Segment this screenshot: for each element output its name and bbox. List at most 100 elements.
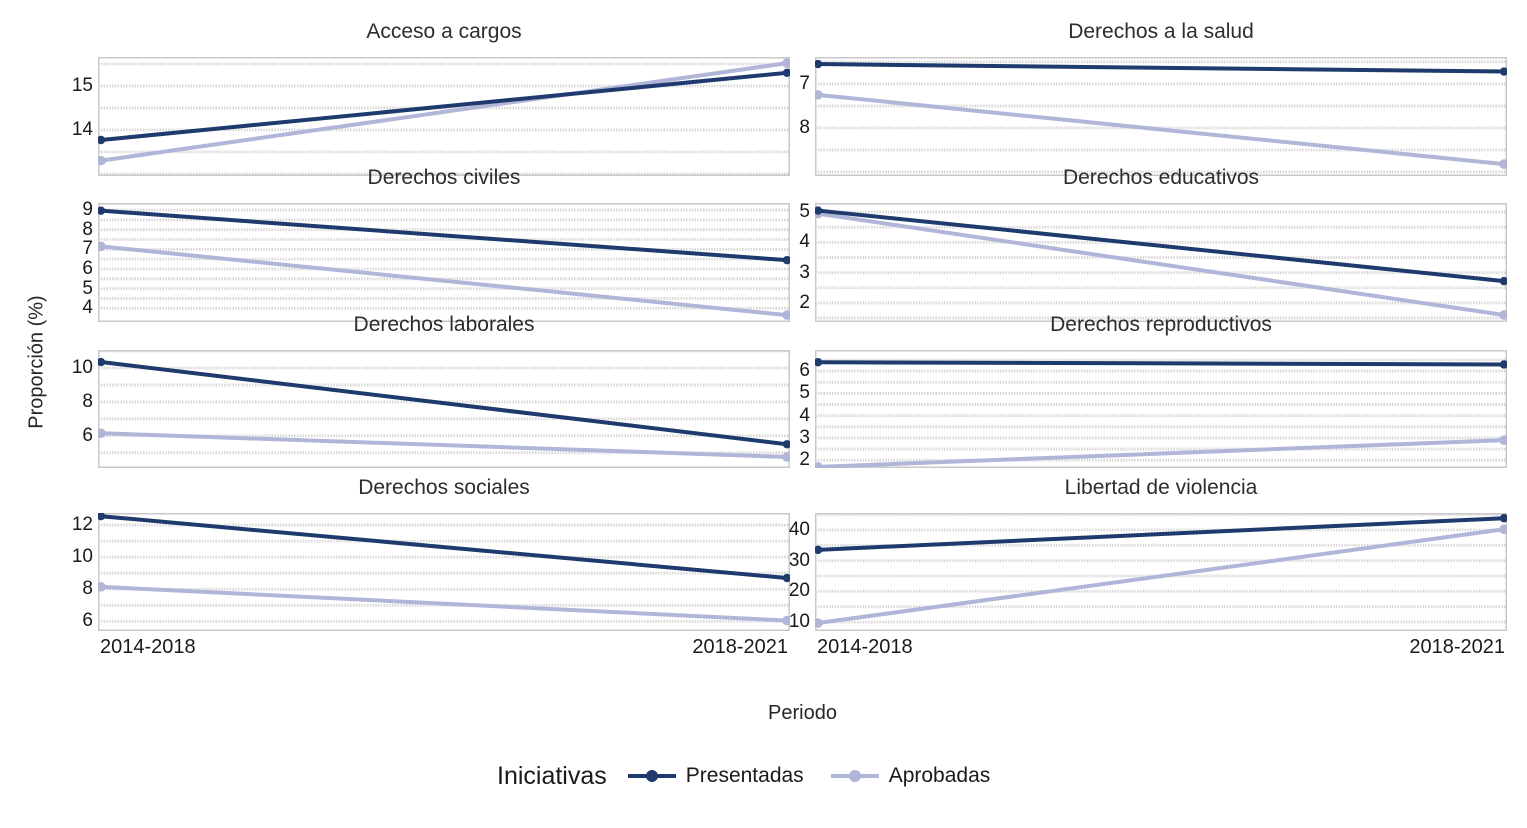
data-point (815, 90, 823, 100)
data-point (782, 58, 790, 68)
data-point (782, 440, 790, 449)
y-tick-label: 20 (788, 580, 810, 602)
y-tick-label: 8 (82, 218, 93, 240)
y-tick-label: 5 (82, 277, 93, 299)
data-point (98, 582, 106, 592)
data-point (815, 59, 823, 69)
facet-panel-acceso-a-cargos (98, 57, 790, 176)
data-point (1499, 435, 1507, 445)
data-point (815, 206, 823, 215)
y-tick-label: 6 (799, 360, 810, 382)
y-tick-label: 8 (799, 116, 810, 138)
data-point (1499, 276, 1507, 286)
facet-panel-libertad-de-violencia (815, 513, 1507, 631)
series-aprobadas (815, 90, 1507, 169)
legend-item-presentadas: Presentadas (627, 764, 804, 788)
facet-panel-derechos-sociales (98, 513, 790, 631)
legend-label-aprobadas: Aprobadas (888, 764, 991, 787)
data-point (815, 618, 823, 628)
data-point (1499, 514, 1507, 523)
data-point (782, 310, 790, 320)
panel-title: Derechos educativos (1062, 166, 1260, 189)
y-tick-label: 9 (82, 199, 93, 221)
panel-title: Libertad de violencia (1064, 476, 1258, 499)
x-tick-label: 2014-2018 (100, 636, 196, 658)
data-point (1499, 67, 1507, 76)
x-axis-label: Periodo (768, 702, 837, 724)
data-point (98, 135, 106, 145)
y-tick-label: 4 (82, 297, 93, 319)
y-tick-label: 5 (799, 382, 810, 404)
y-tick-label: 12 (71, 514, 93, 536)
series-presentadas (815, 59, 1507, 76)
data-point (1499, 524, 1507, 535)
panel-border (815, 350, 1507, 468)
panel-border (98, 350, 790, 468)
legend: Iniciativas Presentadas Aprobadas (497, 757, 1016, 795)
facet-panel-derechos-reproductivos (815, 350, 1507, 468)
data-point (98, 241, 106, 252)
data-point (815, 462, 823, 468)
panel-border (815, 203, 1507, 322)
y-tick-label: 2 (799, 291, 810, 313)
series-aprobadas (98, 428, 790, 462)
panel-border (98, 513, 790, 631)
gridlines (815, 358, 1507, 462)
panel-title: Derechos sociales (358, 476, 530, 499)
panel-border (815, 513, 1507, 631)
data-point (782, 452, 790, 462)
series-presentadas (98, 68, 790, 145)
y-tick-label: 10 (788, 611, 810, 633)
y-tick-label: 4 (799, 231, 810, 253)
legend-title: Iniciativas (497, 761, 607, 790)
y-tick-label: 6 (82, 610, 93, 632)
data-point (782, 573, 790, 583)
legend-marker-aprobadas-icon (830, 770, 879, 782)
panel-border (815, 57, 1507, 176)
y-tick-label: 6 (82, 257, 93, 279)
gridlines (98, 62, 790, 176)
y-tick-label: 40 (788, 518, 810, 540)
series-presentadas (815, 514, 1507, 555)
y-tick-label: 4 (799, 404, 810, 426)
series-aprobadas (98, 58, 790, 166)
series-aprobadas (815, 435, 1507, 468)
y-tick-label: 6 (82, 424, 93, 446)
data-point (98, 357, 106, 367)
data-point (98, 428, 106, 439)
gridlines (98, 208, 790, 310)
y-tick-label: 8 (82, 578, 93, 600)
series-presentadas (98, 513, 790, 583)
y-tick-label: 10 (71, 546, 93, 568)
series-presentadas (815, 206, 1507, 286)
y-tick-label: 10 (71, 356, 93, 378)
facet-panel-derechos-laborales (98, 350, 790, 468)
series-presentadas (98, 206, 790, 265)
legend-label-presentadas: Presentadas (685, 764, 804, 787)
panel-title: Acceso a cargos (366, 20, 522, 43)
data-point (1499, 310, 1507, 320)
x-tick-label: 2018-2021 (1409, 636, 1505, 658)
series-aprobadas (98, 582, 790, 626)
data-point (815, 358, 823, 367)
panel-title: Derechos civiles (367, 166, 521, 189)
y-tick-label: 7 (799, 72, 810, 94)
data-point (1499, 360, 1507, 369)
panel-border (98, 57, 790, 176)
facet-panel-derechos-a-la-salud (815, 57, 1507, 176)
panel-title: Derechos laborales (353, 313, 535, 336)
gridlines (98, 523, 790, 623)
gridlines (815, 513, 1507, 624)
series-presentadas (98, 357, 790, 449)
facet-panel-derechos-civiles (98, 203, 790, 322)
series-aprobadas (98, 241, 790, 320)
data-point (782, 615, 790, 626)
data-point (98, 155, 106, 166)
data-point (782, 68, 790, 78)
panel-title: Derechos reproductivos (1050, 313, 1272, 336)
y-tick-label: 2 (799, 449, 810, 471)
series-aprobadas (815, 524, 1507, 628)
data-point (1499, 159, 1507, 169)
data-point (98, 513, 106, 521)
